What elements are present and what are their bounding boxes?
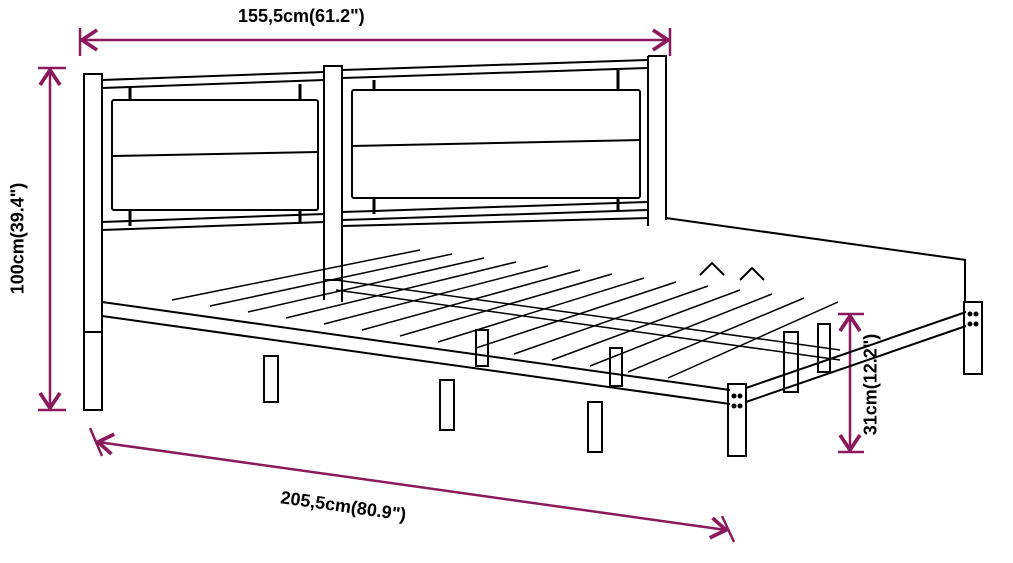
label-height: 100cm(39.4") (7, 183, 28, 295)
bed-frame (84, 56, 982, 456)
dim-height (38, 68, 66, 410)
label-width: 155,5cm(61.2") (238, 6, 365, 27)
label-leg: 31cm(12.2") (860, 334, 881, 436)
dim-length (90, 428, 734, 542)
dim-width (80, 28, 670, 56)
